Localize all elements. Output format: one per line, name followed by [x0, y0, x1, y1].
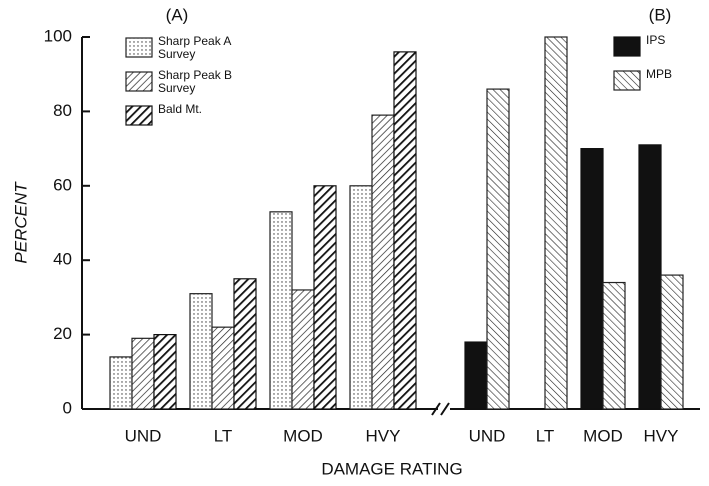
- y-tick-label: 80: [53, 101, 72, 120]
- legend-label: MPB: [646, 67, 673, 81]
- bar: [269, 211, 293, 410]
- legend-swatch: [613, 36, 641, 57]
- bar: [660, 274, 684, 410]
- bar: [153, 334, 177, 410]
- bar: [349, 185, 373, 410]
- bar: [486, 88, 510, 410]
- y-tick-label: 60: [53, 175, 72, 194]
- legend-label: IPS: [646, 33, 666, 47]
- bar: [131, 337, 155, 410]
- bar: [580, 148, 604, 410]
- bar: [313, 185, 337, 410]
- bar: [464, 341, 488, 410]
- legend-label: Sharp Peak A Survey: [158, 34, 231, 61]
- y-tick-label: 0: [63, 398, 72, 417]
- bar: [189, 293, 213, 410]
- y-tick-label: 100: [44, 26, 72, 45]
- bar: [544, 36, 568, 410]
- bar: [233, 278, 257, 410]
- panel-title: (A): [166, 5, 189, 24]
- x-tick-label: MOD: [283, 426, 323, 445]
- legend-swatch: [125, 105, 153, 126]
- bar: [211, 326, 235, 410]
- bar: [638, 144, 662, 410]
- legend-swatch: [613, 70, 641, 91]
- bar: [291, 289, 315, 410]
- x-axis-label: DAMAGE RATING: [321, 459, 462, 478]
- panel-title: (B): [649, 5, 672, 24]
- x-tick-label: UND: [125, 426, 162, 445]
- bar: [371, 114, 395, 410]
- x-tick-label: UND: [469, 426, 506, 445]
- legend-swatch: [125, 71, 153, 92]
- x-tick-label: LT: [536, 426, 555, 445]
- bar: [393, 51, 417, 410]
- bar: [602, 281, 626, 410]
- bar: [109, 356, 133, 410]
- y-tick-label: 20: [53, 324, 72, 343]
- x-tick-label: HVY: [644, 426, 679, 445]
- legend-label: Bald Mt.: [158, 102, 203, 116]
- y-axis-label: PERCENT: [11, 181, 30, 264]
- legend-label: Sharp Peak B Survey: [158, 68, 233, 95]
- y-tick-label: 40: [53, 250, 72, 269]
- x-tick-label: HVY: [366, 426, 401, 445]
- legend-swatch: [125, 37, 153, 58]
- x-tick-label: MOD: [583, 426, 623, 445]
- x-tick-label: LT: [214, 426, 233, 445]
